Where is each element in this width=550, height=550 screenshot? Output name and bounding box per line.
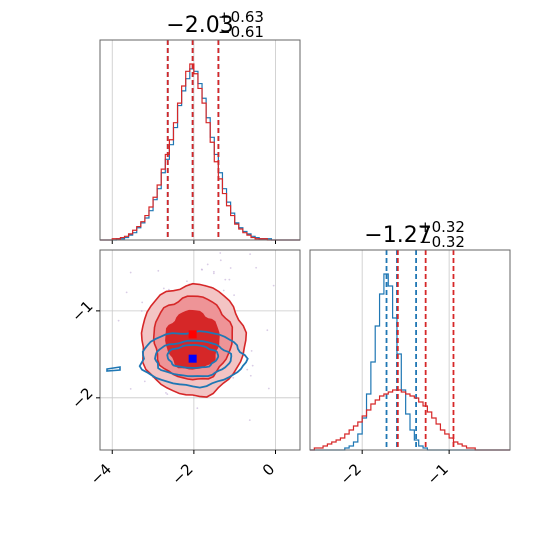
joint-contour-plot: −4 −2 0 −1 −2 (68, 214, 322, 488)
title-y-upper: +0.32 (419, 218, 465, 236)
scatter-point (229, 267, 232, 269)
blue-contour-mid (154, 339, 233, 378)
marginal-histogram-y: −1.27 +0.32 −0.32 −2 −1 (309, 218, 511, 488)
marginal-histogram-x: −2.03 +0.63 −0.61 (99, 8, 301, 244)
scatter-point (251, 364, 254, 367)
x-tick-label: −4 (87, 460, 115, 488)
scatter-point (212, 270, 215, 273)
scatter-point (232, 376, 235, 379)
scatter-point (186, 280, 188, 283)
scatter-point (228, 278, 231, 281)
scatter-point (196, 407, 199, 410)
title-x-upper: +0.63 (218, 8, 264, 26)
scatter-point (246, 368, 249, 371)
scatter-point (249, 253, 252, 256)
scatter-point (129, 271, 132, 274)
scatter-point (206, 263, 209, 266)
scatter-point (157, 269, 160, 272)
y-tick-label: −1 (68, 297, 96, 325)
scatter-point (175, 214, 177, 216)
histogram-series (310, 389, 510, 451)
scatter-point (140, 310, 143, 312)
title-y-param: −1.27 (364, 223, 431, 248)
x-tick-label: −1 (424, 460, 452, 488)
scatter-point (129, 387, 132, 390)
scatter-point (166, 393, 169, 395)
scatter-point (165, 391, 167, 394)
scatter-point (219, 259, 222, 262)
red-center-marker (188, 330, 197, 339)
histogram-series (310, 273, 510, 451)
y-tick-label: −2 (68, 384, 96, 412)
scatter-point (141, 301, 144, 304)
scatter-point (222, 289, 225, 292)
title-y-lower: −0.32 (419, 233, 465, 251)
x-tick-label: −2 (337, 460, 365, 488)
blue-contour-inner (166, 344, 220, 369)
scatter-point (224, 278, 227, 281)
scatter-point (250, 350, 253, 352)
scatter-point (200, 268, 203, 271)
scatter-point (117, 319, 120, 322)
histogram-series (100, 68, 300, 241)
blue-center-marker (188, 354, 197, 363)
scatter-point (125, 291, 128, 294)
scatter-point (212, 272, 215, 275)
scatter-point (233, 294, 235, 297)
title-x-lower: −0.61 (218, 23, 264, 41)
scatter-point (162, 287, 165, 290)
x-tick-label: 0 (259, 460, 278, 479)
histogram-series (100, 63, 300, 241)
scatter-point (249, 374, 252, 377)
scatter-point (320, 319, 322, 321)
blue-contour-island (106, 366, 121, 372)
axes-frame (99, 39, 301, 241)
scatter-point (143, 380, 146, 383)
scatter-point (266, 329, 269, 332)
scatter-point (167, 288, 170, 291)
title-x-param: −2.03 (166, 13, 233, 38)
blue-contour-outer (138, 330, 249, 389)
scatter-point (219, 252, 222, 254)
contour-level-inner (165, 309, 220, 370)
scatter-point (255, 266, 258, 269)
scatter-point (267, 387, 270, 390)
scatter-point (248, 419, 251, 422)
axes-frame (309, 249, 511, 451)
axes-frame (99, 249, 301, 451)
scatter-point (272, 284, 275, 287)
x-tick-label: −2 (168, 460, 196, 488)
scatter-point (124, 228, 126, 230)
